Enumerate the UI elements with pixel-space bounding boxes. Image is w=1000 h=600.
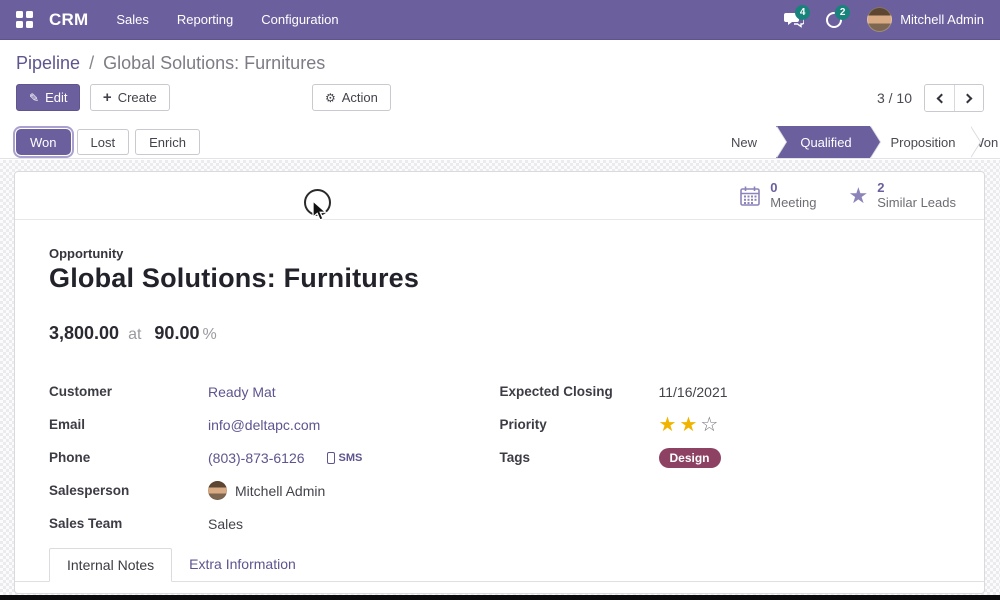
percent-sign: %	[202, 326, 217, 343]
expected-closing-value[interactable]: 11/16/2021	[658, 383, 728, 400]
calendar-icon	[740, 186, 761, 206]
menu-sales[interactable]: Sales	[116, 12, 149, 27]
meeting-stat-button[interactable]: 0 Meeting	[723, 172, 832, 219]
priority-star-3[interactable]: ☆	[700, 413, 719, 436]
expected-revenue: 3,800.00	[49, 323, 120, 343]
stat-button-bar: 0 Meeting ★ 2 Similar Leads	[15, 172, 984, 220]
form-sheet: Opportunity Global Solutions: Furnitures…	[15, 220, 984, 548]
record-type-label: Opportunity	[49, 246, 124, 261]
stage-qualified[interactable]: Qualified	[776, 126, 881, 158]
content-background: 0 Meeting ★ 2 Similar Leads Opportunity …	[0, 160, 1000, 600]
salesperson-avatar	[208, 481, 227, 500]
tab-content-area	[15, 582, 984, 593]
tag-design[interactable]: Design	[658, 447, 721, 468]
opportunity-form-card: 0 Meeting ★ 2 Similar Leads Opportunity …	[14, 171, 985, 594]
expected-closing-label: Expected Closing	[499, 384, 613, 399]
plus-icon: +	[102, 89, 112, 106]
edit-button[interactable]: ✎ Edit	[16, 84, 81, 111]
chevron-right-icon	[962, 93, 973, 103]
pager-previous-button[interactable]	[925, 85, 954, 111]
mouse-cursor	[312, 200, 328, 221]
pencil-icon: ✎	[29, 90, 40, 105]
field-row-customer: Customer Ready Mat	[49, 375, 500, 408]
field-column-left: Customer Ready Mat Email info@deltapc.co…	[49, 375, 500, 540]
create-button[interactable]: + Create	[89, 84, 170, 111]
sms-label: SMS	[338, 451, 363, 464]
activities-button[interactable]: 2	[817, 0, 851, 40]
breadcrumb-separator: /	[89, 53, 95, 73]
user-menu[interactable]: Mitchell Admin	[857, 0, 984, 40]
chevron-left-icon	[936, 93, 946, 103]
app-title[interactable]: CRM	[49, 9, 89, 29]
field-row-email: Email info@deltapc.com	[49, 408, 500, 441]
salesperson-value[interactable]: Mitchell Admin	[235, 482, 326, 499]
enrich-button[interactable]: Enrich	[135, 129, 200, 155]
probability-value: 90.00	[154, 323, 200, 343]
sales-team-value[interactable]: Sales	[208, 515, 244, 532]
meeting-label: Meeting	[770, 194, 817, 210]
email-link[interactable]: info@deltapc.com	[208, 416, 321, 433]
priority-star-2[interactable]: ★	[679, 413, 698, 436]
field-group: Customer Ready Mat Email info@deltapc.co…	[49, 375, 950, 540]
field-column-right: Expected Closing 11/16/2021 Priority ★ ★…	[500, 375, 951, 540]
priority-star-1[interactable]: ★	[658, 413, 677, 436]
field-row-priority: Priority ★ ★ ☆	[500, 408, 951, 441]
user-avatar	[867, 7, 893, 32]
revenue-row: 3,800.00 at 90.00 %	[49, 323, 950, 344]
field-row-sales-team: Sales Team Sales	[49, 507, 500, 540]
field-row-salesperson: Salesperson Mitchell Admin	[49, 474, 500, 507]
action-button[interactable]: ⚙ Action	[312, 84, 391, 111]
lost-button[interactable]: Lost	[76, 129, 130, 155]
field-row-expected-closing: Expected Closing 11/16/2021	[500, 375, 951, 408]
tags-label: Tags	[499, 450, 531, 465]
field-row-tags: Tags Design	[500, 441, 951, 474]
stage-new[interactable]: New	[712, 126, 787, 158]
pager: 3 / 10	[877, 84, 984, 112]
pager-next-button[interactable]	[954, 85, 983, 111]
mobile-phone-icon	[326, 451, 335, 464]
star-icon: ★	[848, 182, 869, 208]
customer-label: Customer	[49, 384, 113, 399]
stage-proposition[interactable]: Proposition	[870, 126, 981, 158]
breadcrumb: Pipeline / Global Solutions: Furnitures	[0, 40, 1000, 74]
phone-link[interactable]: (803)-873-6126	[208, 449, 305, 466]
phone-label: Phone	[49, 450, 91, 465]
sales-team-label: Sales Team	[49, 516, 123, 531]
breadcrumb-current: Global Solutions: Furnitures	[103, 53, 326, 73]
apps-menu-icon[interactable]	[16, 11, 33, 28]
field-row-phone: Phone (803)-873-6126 SMS	[49, 441, 500, 474]
user-name: Mitchell Admin	[900, 12, 984, 27]
customer-link[interactable]: Ready Mat	[208, 383, 276, 400]
opportunity-title: Global Solutions: Furnitures	[49, 263, 420, 293]
meeting-count: 0	[770, 179, 778, 195]
similar-leads-label: Similar Leads	[877, 194, 956, 210]
salesperson-label: Salesperson	[49, 483, 130, 498]
status-row: Won Lost Enrich New Qualified Propositio…	[0, 126, 1000, 159]
email-label: Email	[49, 417, 86, 432]
notebook-tabs: Internal Notes Extra Information	[15, 548, 984, 582]
screen-bottom-bar	[0, 595, 1000, 600]
pager-counter: 3 / 10	[876, 90, 912, 106]
sms-button[interactable]: SMS	[326, 451, 363, 464]
gear-icon: ⚙	[325, 90, 336, 105]
tab-extra-information[interactable]: Extra Information	[189, 556, 296, 572]
stage-statusbar: New Qualified Proposition Won	[712, 126, 1000, 158]
similar-leads-count: 2	[877, 179, 885, 195]
messages-button[interactable]: 4	[777, 0, 811, 40]
at-label: at	[128, 326, 142, 343]
won-button[interactable]: Won	[16, 129, 71, 155]
control-panel: ✎ Edit + Create ⚙ Action 3 / 10	[0, 84, 1000, 112]
activities-badge: 2	[835, 4, 851, 20]
menu-reporting[interactable]: Reporting	[176, 12, 234, 27]
similar-leads-stat-button[interactable]: ★ 2 Similar Leads	[833, 172, 973, 219]
top-navbar: CRM Sales Reporting Configuration 4 2 Mi…	[0, 0, 1000, 40]
menu-configuration[interactable]: Configuration	[261, 12, 339, 27]
breadcrumb-pipeline-link[interactable]: Pipeline	[16, 53, 81, 73]
tab-internal-notes[interactable]: Internal Notes	[49, 548, 173, 582]
priority-label: Priority	[499, 417, 547, 432]
messages-badge: 4	[795, 4, 811, 20]
